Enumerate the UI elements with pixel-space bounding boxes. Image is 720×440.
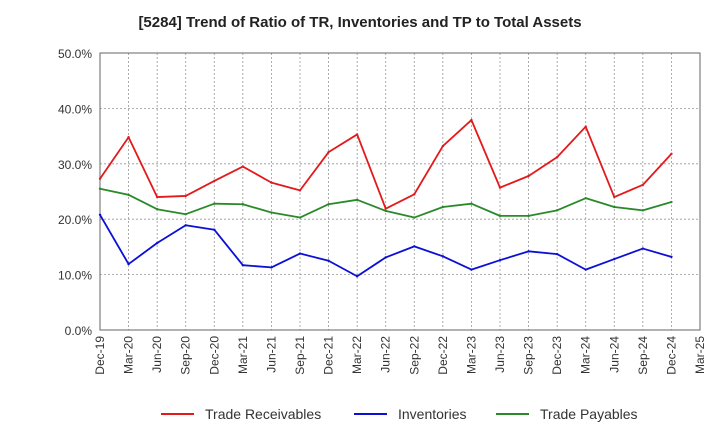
- data-point: [555, 155, 559, 159]
- data-point: [384, 256, 387, 259]
- data-point: [384, 209, 387, 213]
- x-tick-label: Dec-19: [93, 336, 107, 375]
- data-point: [670, 200, 673, 204]
- data-point: [413, 245, 416, 248]
- data-point: [470, 202, 473, 205]
- data-point: [555, 252, 559, 256]
- x-tick-label: Sep-24: [636, 336, 650, 375]
- x-tick-label: Jun-23: [493, 336, 507, 373]
- data-point: [641, 247, 645, 250]
- data-point: [355, 275, 359, 278]
- x-tick-label: Jun-22: [379, 336, 393, 373]
- x-tick-label: Dec-21: [322, 336, 336, 375]
- data-point: [213, 202, 216, 205]
- y-tick-label: 10.0%: [58, 269, 92, 283]
- x-tick-label: Jun-20: [150, 336, 164, 373]
- data-point: [470, 268, 473, 271]
- legend-label: Trade Payables: [540, 406, 638, 422]
- data-point: [441, 255, 445, 258]
- x-tick-label: Dec-24: [664, 336, 678, 375]
- y-tick-label: 40.0%: [58, 102, 92, 116]
- data-point: [413, 216, 416, 219]
- data-point: [241, 165, 245, 168]
- plot-area: [100, 53, 700, 330]
- data-point: [298, 216, 302, 219]
- y-tick-label: 20.0%: [58, 213, 92, 227]
- x-tick-label: Dec-22: [436, 336, 450, 375]
- data-point: [555, 209, 559, 212]
- y-tick-label: 50.0%: [58, 47, 92, 61]
- data-point: [184, 194, 187, 198]
- data-point: [584, 196, 587, 200]
- data-point: [613, 205, 616, 209]
- data-point: [641, 209, 645, 212]
- x-tick-label: Mar-22: [350, 336, 364, 374]
- data-point: [184, 224, 187, 227]
- x-tick-label: Dec-23: [550, 336, 564, 375]
- data-point: [613, 257, 616, 261]
- data-point: [613, 195, 616, 199]
- data-point: [355, 198, 359, 202]
- data-point: [127, 136, 130, 139]
- data-point: [527, 250, 530, 253]
- data-point: [527, 174, 530, 178]
- data-point: [498, 186, 502, 189]
- data-point: [384, 207, 387, 210]
- data-point: [670, 255, 673, 259]
- data-point: [270, 181, 273, 184]
- data-point: [213, 228, 216, 231]
- data-point: [270, 211, 273, 214]
- data-point: [498, 214, 502, 218]
- x-tick-label: Mar-25: [693, 336, 707, 374]
- x-tick-label: Sep-23: [522, 336, 536, 375]
- data-point: [127, 193, 130, 197]
- data-point: [184, 213, 187, 216]
- legend-label: Inventories: [398, 406, 466, 422]
- data-point: [98, 213, 102, 216]
- chart-title: [5284] Trend of Ratio of TR, Inventories…: [138, 14, 582, 31]
- data-point: [155, 208, 159, 211]
- data-point: [213, 179, 216, 183]
- data-point: [355, 133, 359, 136]
- x-tick-label: Sep-22: [407, 336, 421, 375]
- data-point: [470, 118, 473, 122]
- plot-frame: [99, 52, 701, 331]
- data-point: [270, 266, 273, 269]
- x-tick-label: Mar-20: [122, 336, 136, 374]
- x-tick-label: Mar-23: [464, 336, 478, 374]
- data-point: [298, 252, 302, 255]
- data-point: [298, 189, 302, 192]
- data-point: [413, 193, 416, 196]
- data-point: [98, 187, 102, 190]
- x-tick-label: Dec-20: [207, 336, 221, 375]
- data-point: [155, 195, 159, 199]
- legend-label: Trade Receivables: [205, 406, 321, 422]
- data-point: [127, 262, 130, 266]
- data-point: [498, 258, 502, 262]
- data-point: [670, 152, 673, 156]
- data-point: [327, 150, 330, 154]
- data-point: [441, 205, 445, 209]
- x-tick-label: Mar-21: [236, 336, 250, 374]
- data-point: [327, 203, 330, 206]
- x-tick-label: Mar-24: [579, 336, 593, 374]
- data-point: [584, 268, 587, 271]
- x-tick-label: Sep-21: [293, 336, 307, 375]
- data-point: [441, 144, 445, 148]
- data-point: [241, 203, 245, 206]
- y-tick-label: 0.0%: [65, 324, 93, 338]
- data-point: [155, 241, 159, 245]
- x-tick-label: Jun-21: [264, 336, 278, 373]
- data-point: [584, 125, 587, 128]
- x-tick-label: Sep-20: [179, 336, 193, 375]
- data-point: [327, 259, 330, 262]
- x-tick-label: Jun-24: [607, 336, 621, 373]
- data-point: [241, 263, 245, 267]
- data-point: [527, 214, 530, 218]
- data-point: [641, 183, 645, 187]
- data-point: [98, 177, 102, 180]
- y-tick-label: 30.0%: [58, 158, 92, 172]
